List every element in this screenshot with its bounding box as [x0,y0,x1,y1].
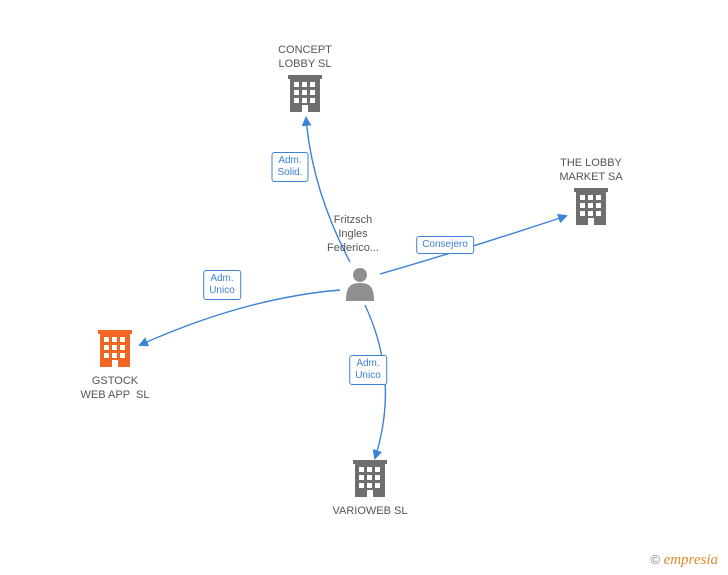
building-icon [353,460,387,497]
building-icon [574,188,608,225]
edge-label: Adm. Unico [349,355,387,385]
node-label: CONCEPT LOBBY SL [278,43,332,71]
building-icon [98,330,132,367]
copyright-symbol: © [650,552,660,567]
diagram-canvas [0,0,728,575]
node-label: THE LOBBY MARKET SA [559,156,622,184]
building-icon [288,75,322,112]
node-label: GSTOCK WEB APP SL [81,374,150,402]
edge-label: Consejero [416,236,474,254]
credit: © empresia [650,552,718,569]
node-label: VARIOWEB SL [333,504,408,518]
node-label: Fritzsch Ingles Federico... [327,213,379,255]
edge-label: Adm. Unico [203,270,241,300]
edge-label: Adm. Solid. [271,152,308,182]
brand-name: empresia [664,552,718,568]
person-icon [346,268,374,301]
